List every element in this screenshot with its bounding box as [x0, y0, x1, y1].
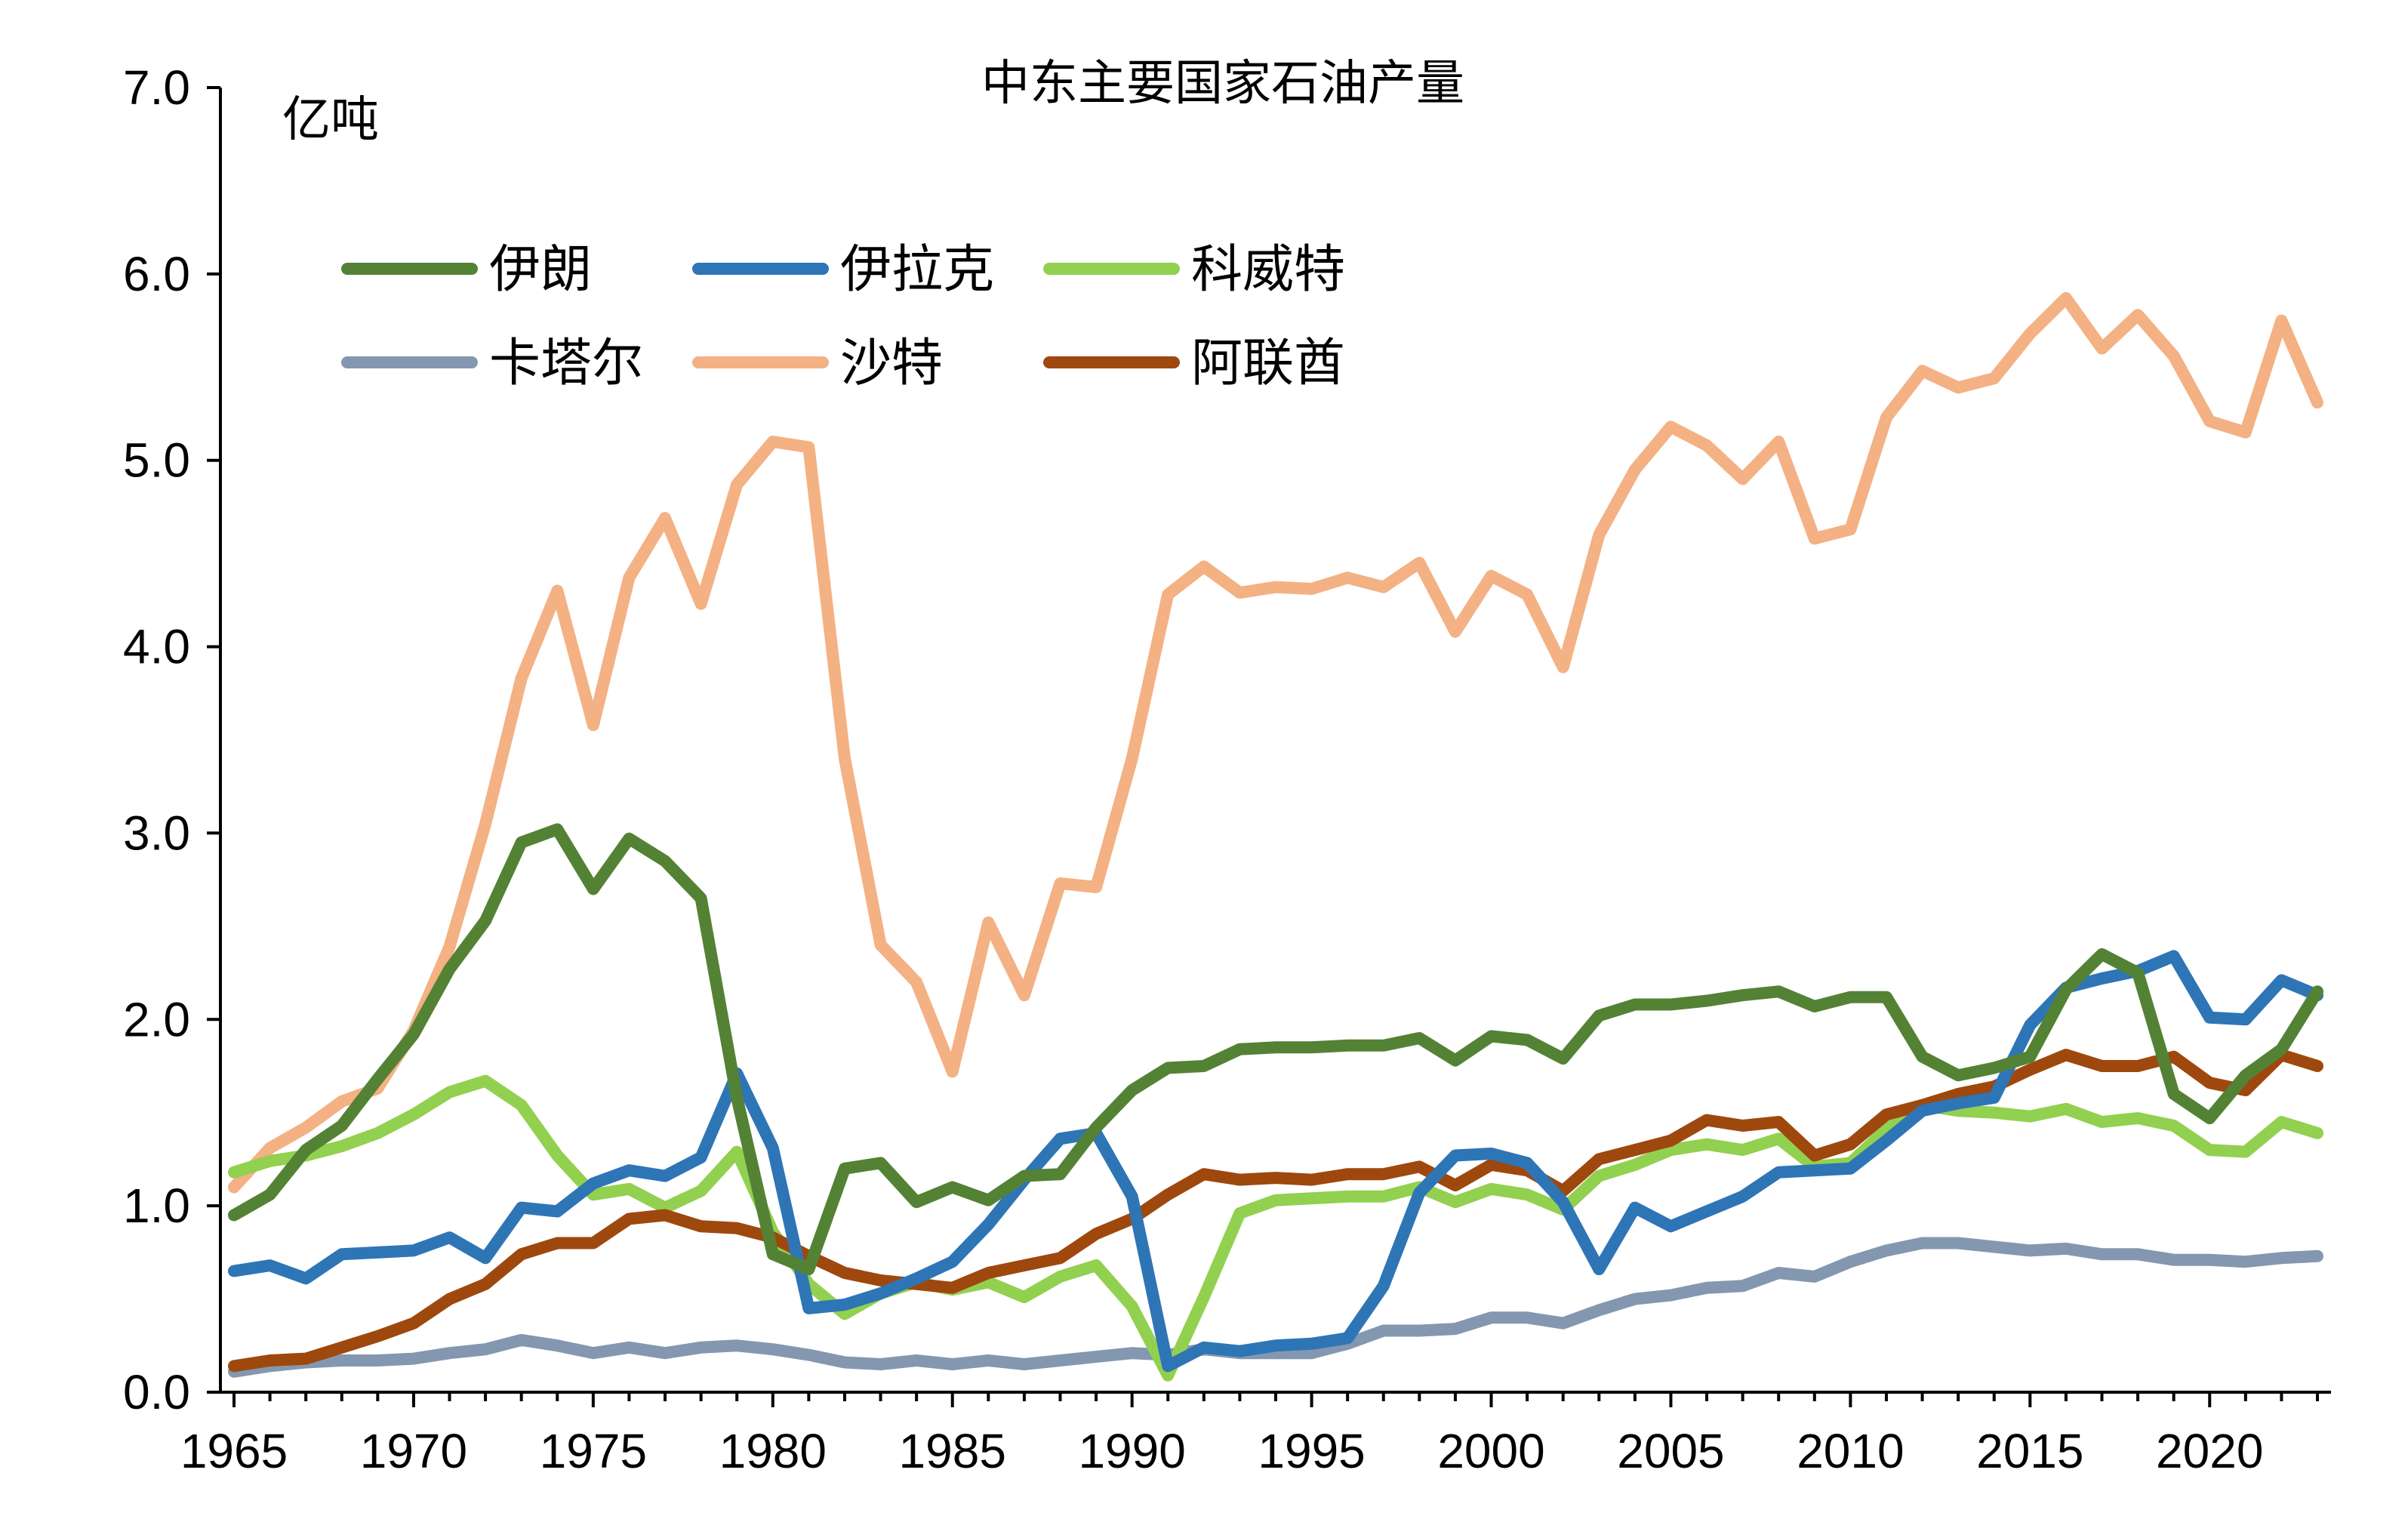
- x-tick-label: 1965: [180, 1424, 288, 1478]
- x-tick-label: 1995: [1258, 1424, 1365, 1478]
- legend-label: 卡塔尔: [489, 334, 643, 393]
- y-tick-label: 4.0: [123, 620, 190, 674]
- y-tick-label: 3.0: [123, 806, 190, 860]
- y-tick-label: 1.0: [123, 1179, 190, 1233]
- series-line-5: [228, 291, 2323, 1194]
- x-tick-label: 2000: [1437, 1424, 1544, 1478]
- y-axis-unit-label: 亿吨: [282, 92, 379, 148]
- series-layer: [228, 291, 2323, 1382]
- x-tick-label: 2015: [1976, 1424, 2083, 1478]
- legend-label: 伊朗: [489, 240, 592, 300]
- legend-label: 阿联酋: [1191, 334, 1345, 393]
- series-line-3: [228, 1074, 2323, 1382]
- series-line-4: [228, 1237, 2323, 1378]
- legend-label: 沙特: [840, 334, 943, 393]
- series-line-6: [228, 1049, 2323, 1373]
- x-tick-label: 1985: [899, 1424, 1006, 1478]
- x-tick-label: 2005: [1617, 1424, 1724, 1478]
- x-tick-label: 1990: [1078, 1424, 1185, 1478]
- legend-label: 科威特: [1191, 240, 1345, 300]
- series-line-2: [228, 950, 2323, 1373]
- x-tick-label: 1975: [540, 1424, 647, 1478]
- x-tick-label: 2020: [2156, 1424, 2263, 1478]
- y-tick-label: 6.0: [123, 247, 190, 301]
- x-tick-label: 2010: [1797, 1424, 1904, 1478]
- axes: 0.0 1.0 2.0 3.0 4.0 5.0 6.0 7.0 1965 1970 1975 1980…: [123, 60, 2331, 1478]
- y-tick-label: 2.0: [123, 992, 190, 1046]
- chart-title: 中东主要国家石油产量: [981, 56, 1464, 112]
- x-tick-label: 1970: [360, 1424, 467, 1478]
- y-tick-label: 7.0: [123, 60, 190, 115]
- y-tick-label: 5.0: [123, 433, 190, 488]
- series-line-1: [228, 823, 2323, 1276]
- x-tick-label: 1980: [719, 1424, 827, 1478]
- y-tick-label: 0.0: [123, 1365, 190, 1419]
- legend-label: 伊拉克: [840, 240, 994, 300]
